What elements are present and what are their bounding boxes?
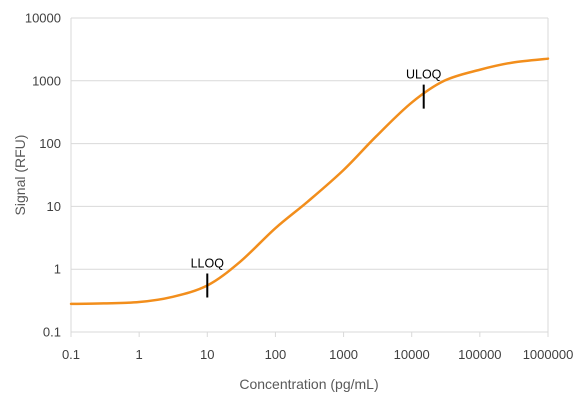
annotation-layer: LLOQ ULOQ bbox=[191, 68, 442, 298]
x-tick-label: 10000 bbox=[394, 347, 430, 362]
series-line bbox=[69, 57, 550, 306]
annotation-label: ULOQ bbox=[406, 68, 442, 82]
annotation-label: LLOQ bbox=[191, 257, 225, 271]
x-tick-label: 0.1 bbox=[62, 347, 80, 362]
y-tick-label: 10 bbox=[47, 199, 61, 214]
y-tick-label: 10000 bbox=[25, 11, 61, 26]
axis-layer: 0.1 1 10 100 1000 10000 0.1 1 10 100 1000 10000 1000… bbox=[25, 11, 573, 363]
x-tick-label: 100000 bbox=[458, 347, 501, 362]
series-layer bbox=[69, 57, 550, 306]
y-tick-label: 100 bbox=[39, 136, 61, 151]
x-tick-label: 10 bbox=[200, 347, 214, 362]
y-tick-label: 1 bbox=[54, 262, 61, 277]
x-tick-label: 100 bbox=[265, 347, 287, 362]
x-tick-label: 1 bbox=[136, 347, 143, 362]
x-axis-title: Concentration (pg/mL) bbox=[239, 376, 378, 392]
y-axis-title: Signal (RFU) bbox=[12, 135, 28, 216]
y-tick-label: 1000 bbox=[32, 73, 61, 88]
grid-layer bbox=[70, 17, 549, 333]
x-tick-label: 1000000 bbox=[523, 347, 574, 362]
y-tick-label: 0.1 bbox=[43, 325, 61, 340]
x-tick-label: 1000 bbox=[329, 347, 358, 362]
